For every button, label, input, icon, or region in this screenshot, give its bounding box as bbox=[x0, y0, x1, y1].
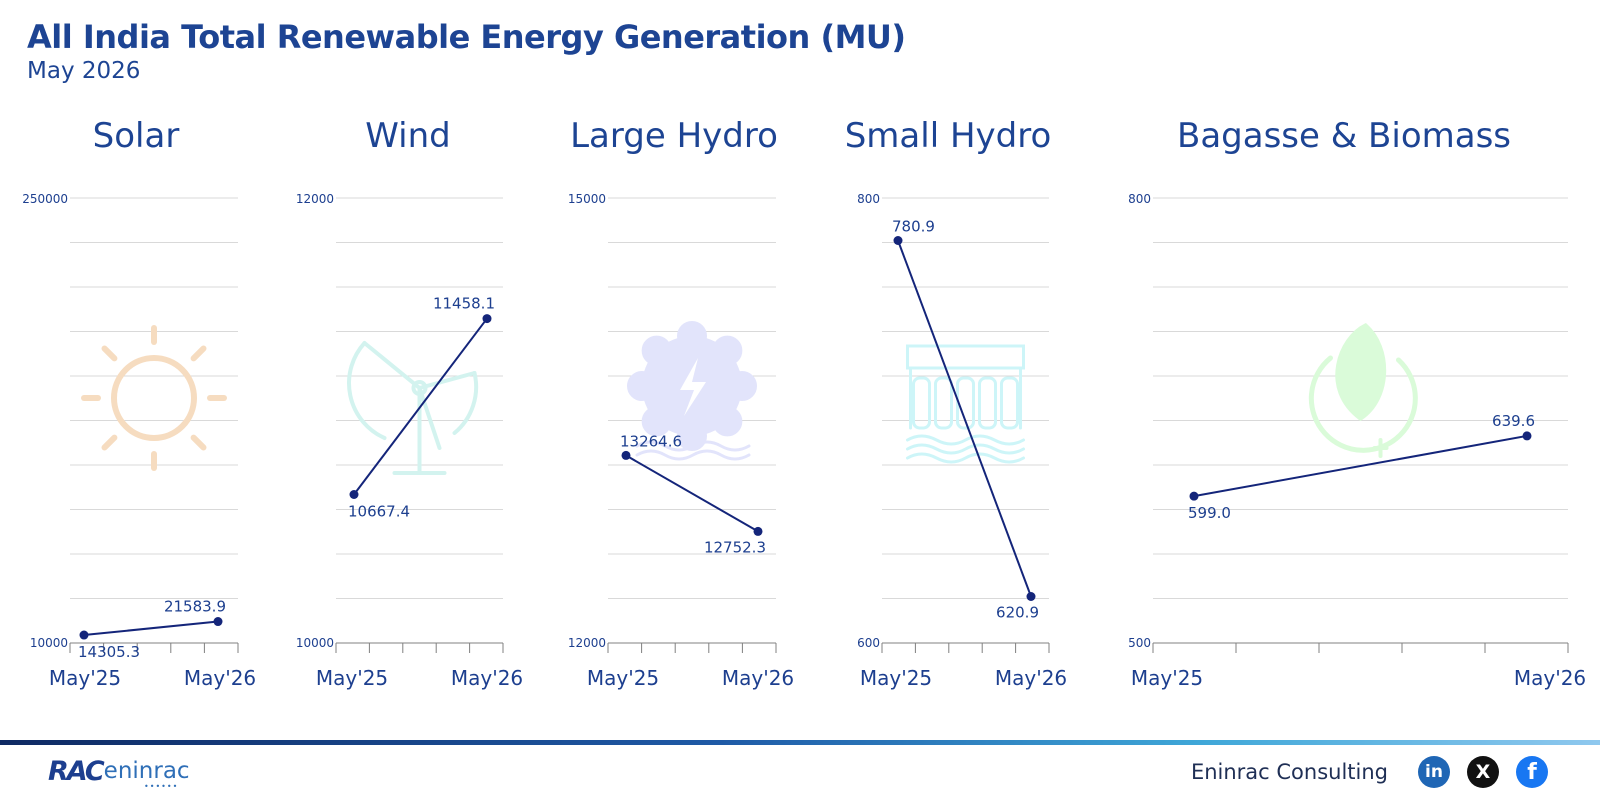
x-tick-label-start: May'25 bbox=[49, 666, 121, 690]
y-tick-label-min: 500 bbox=[1128, 636, 1151, 650]
data-label-end: 12752.3 bbox=[704, 538, 766, 556]
eninrac-logo[interactable]: RAC eninrac •••••• bbox=[48, 756, 190, 792]
y-tick-label-min: 600 bbox=[857, 636, 880, 650]
data-point-start bbox=[893, 235, 903, 245]
x-tick-label-start: May'25 bbox=[316, 666, 388, 690]
data-label-end: 620.9 bbox=[996, 603, 1039, 621]
chart-panel-4: 800 600 May'25 May'26 780.9 620.9 bbox=[857, 192, 1067, 690]
y-tick-label-max: 12000 bbox=[296, 192, 334, 206]
data-point-start bbox=[79, 630, 89, 640]
x-tick-label-end: May'26 bbox=[184, 666, 256, 690]
logo-rac-text: RAC bbox=[48, 756, 105, 787]
data-label-start: 14305.3 bbox=[78, 643, 140, 661]
data-label-start: 13264.6 bbox=[620, 432, 682, 450]
panel-title-bagasse-biomass: Bagasse & Biomass bbox=[1176, 116, 1512, 156]
chart-panel-2: 12000 10000 May'25 May'26 10667.4 11458.1 bbox=[296, 192, 523, 690]
x-tick-label-end: May'26 bbox=[995, 666, 1067, 690]
logo-dots: •••••• bbox=[144, 782, 179, 791]
data-label-end: 639.6 bbox=[1492, 412, 1535, 430]
panel-title-large-hydro: Large Hydro bbox=[570, 116, 778, 156]
page-title: All India Total Renewable Energy Generat… bbox=[27, 18, 906, 56]
wind-turbine-icon bbox=[347, 341, 479, 475]
x-tick-label-start: May'25 bbox=[1131, 666, 1203, 690]
y-tick-label-max: 250000 bbox=[22, 192, 68, 206]
y-tick-label-max: 15000 bbox=[568, 192, 606, 206]
facebook-icon[interactable]: f bbox=[1516, 756, 1548, 788]
chart-panel-5: 800 500 May'25 May'26 599.0 639.6 bbox=[1128, 192, 1586, 690]
data-label-end: 21583.9 bbox=[164, 598, 226, 616]
x-tick-label-start: May'25 bbox=[587, 666, 659, 690]
chart-panel-1: 250000 10000 May'25 May'26 14305.3 21583.9 bbox=[22, 192, 256, 690]
company-name: Eninrac Consulting bbox=[1190, 760, 1388, 784]
data-label-end: 11458.1 bbox=[433, 295, 495, 313]
data-point-end bbox=[482, 314, 492, 324]
data-point-end bbox=[213, 617, 223, 627]
series-line bbox=[1193, 434, 1528, 498]
y-tick-label-max: 800 bbox=[857, 192, 880, 206]
x-tick-label-end: May'26 bbox=[1514, 666, 1586, 690]
charts-canvas: 250000 10000 May'25 May'26 14305.3 21583.9 120… bbox=[22, 192, 1586, 690]
data-label-start: 599.0 bbox=[1188, 504, 1231, 522]
y-tick-label-min: 10000 bbox=[296, 636, 334, 650]
logo-brand-text: eninrac bbox=[103, 758, 190, 784]
x-tick-label-end: May'26 bbox=[722, 666, 794, 690]
data-point-start bbox=[349, 490, 359, 500]
hydro-gear-icon bbox=[627, 321, 757, 461]
data-label-start: 780.9 bbox=[892, 217, 935, 235]
data-label-start: 10667.4 bbox=[348, 503, 410, 521]
biomass-leaf-icon bbox=[1308, 323, 1418, 458]
data-point-end bbox=[1026, 591, 1036, 601]
data-point-start bbox=[1189, 491, 1199, 501]
series-line bbox=[897, 240, 1032, 597]
data-point-end bbox=[753, 526, 763, 536]
x-tick-label-end: May'26 bbox=[451, 666, 523, 690]
series-line bbox=[625, 454, 759, 533]
sun-icon bbox=[81, 325, 227, 471]
x-icon[interactable]: X bbox=[1467, 756, 1499, 788]
series-line bbox=[353, 317, 488, 496]
dam-icon bbox=[906, 344, 1025, 464]
y-tick-label-max: 800 bbox=[1128, 192, 1151, 206]
panel-title-small-hydro: Small Hydro bbox=[844, 116, 1052, 156]
data-point-end bbox=[1522, 431, 1532, 441]
x-tick-label-start: May'25 bbox=[860, 666, 932, 690]
y-tick-label-min: 12000 bbox=[568, 636, 606, 650]
panel-title-wind: Wind bbox=[365, 116, 451, 156]
series-line bbox=[83, 620, 219, 637]
y-tick-label-min: 10000 bbox=[30, 636, 68, 650]
panel-title-solar: Solar bbox=[92, 116, 180, 156]
data-point-start bbox=[621, 450, 631, 460]
chart-panel-3: 15000 12000 May'25 May'26 13264.6 12752.3 bbox=[568, 192, 794, 690]
footer-gradient-bar bbox=[0, 740, 1600, 745]
linkedin-icon[interactable]: in bbox=[1418, 756, 1450, 788]
page-subtitle: May 2026 bbox=[27, 58, 141, 84]
